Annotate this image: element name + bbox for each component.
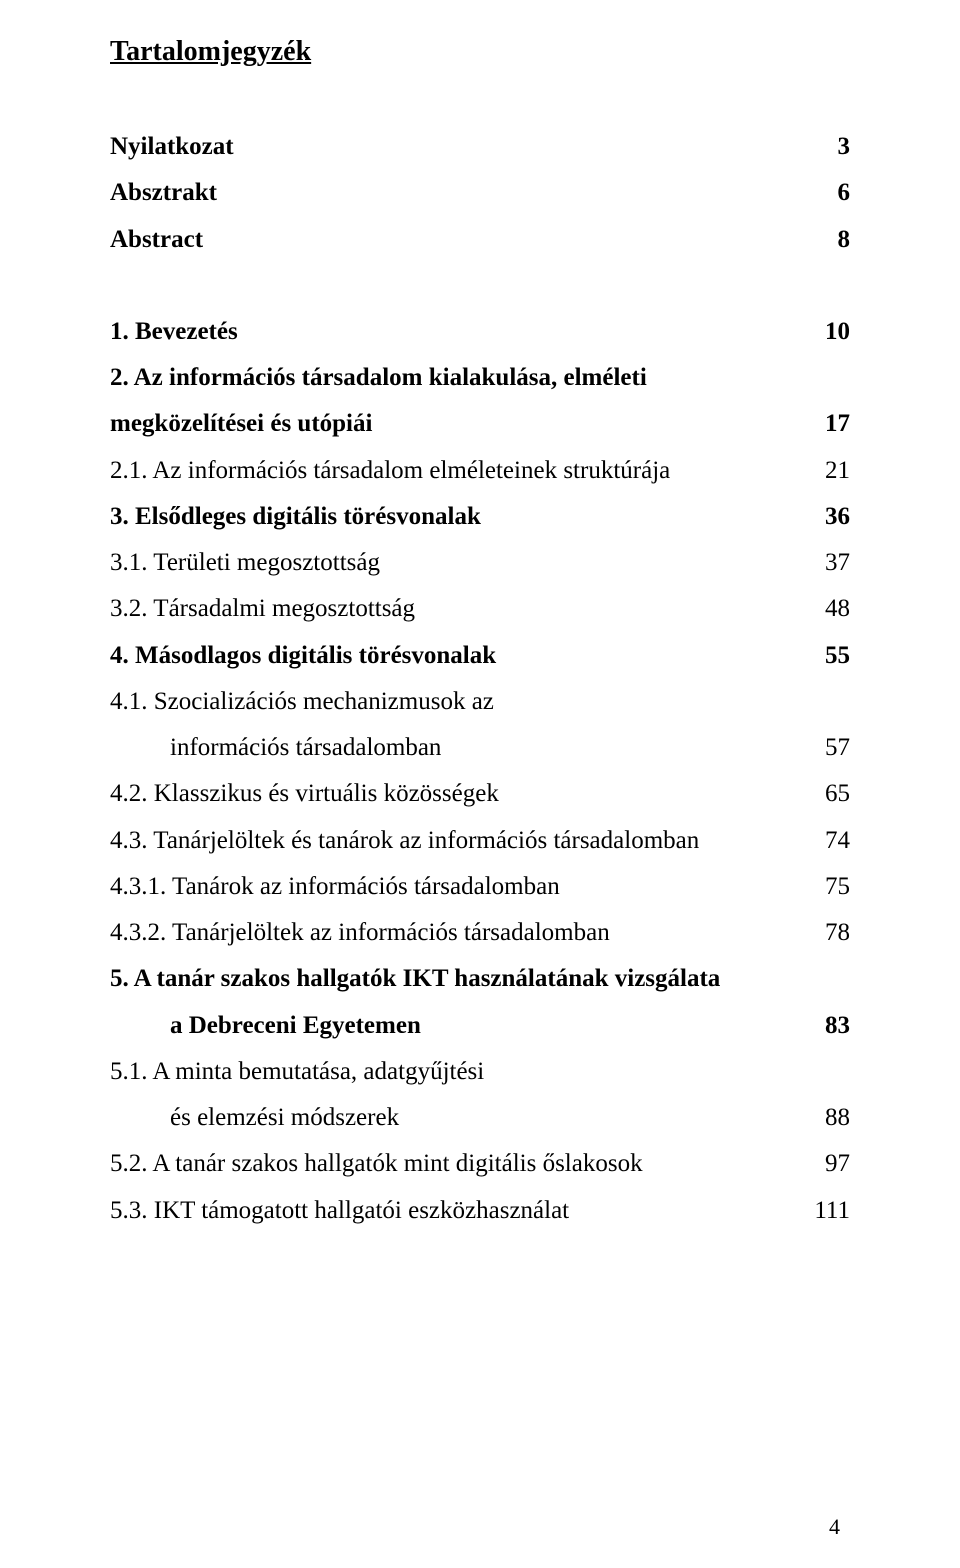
toc-entry-label: 5.2. A tanár szakos hallgatók mint digit…	[110, 1141, 805, 1187]
toc-entry-label: Nyilatkozat	[110, 124, 818, 170]
toc-row: 4.3.1. Tanárok az információs társadalom…	[110, 864, 850, 910]
toc-entry-label: 4.1. Szocializációs mechanizmusok az	[110, 679, 830, 725]
toc-entry-page: 10	[805, 309, 850, 355]
toc-row: és elemzési módszerek88	[110, 1095, 850, 1141]
toc-entry-label: megközelítései és utópiái	[110, 401, 805, 447]
toc-entry-page: 48	[805, 586, 850, 632]
toc-entry-page: 111	[794, 1188, 850, 1234]
toc-row: a Debreceni Egyetemen83	[110, 1003, 850, 1049]
toc-entry-label: 4. Másodlagos digitális törésvonalak	[110, 633, 805, 679]
toc-entry-page: 37	[805, 540, 850, 586]
toc-row: 4.1. Szocializációs mechanizmusok az	[110, 679, 850, 725]
toc-row: 1. Bevezetés10	[110, 309, 850, 355]
toc-entry-page: 78	[805, 910, 850, 956]
toc-list: Nyilatkozat3Absztrakt6Abstract8 1. Beveze…	[110, 124, 850, 1234]
toc-entry-label: a Debreceni Egyetemen	[110, 1003, 805, 1049]
toc-entry-page: 57	[805, 725, 850, 771]
toc-entry-label: 1. Bevezetés	[110, 309, 805, 355]
toc-entry-label: 4.2. Klasszikus és virtuális közösségek	[110, 771, 805, 817]
toc-entry-label: 5.3. IKT támogatott hallgatói eszközhasz…	[110, 1188, 794, 1234]
toc-row: 4.3. Tanárjelöltek és tanárok az informá…	[110, 818, 850, 864]
toc-entry-page: 36	[805, 494, 850, 540]
toc-row: Nyilatkozat3	[110, 124, 850, 170]
toc-row: 4. Másodlagos digitális törésvonalak55	[110, 633, 850, 679]
toc-entry-label: 2.1. Az információs társadalom elméletei…	[110, 448, 805, 494]
toc-entry-page: 97	[805, 1141, 850, 1187]
toc-entry-label: 4.3.1. Tanárok az információs társadalom…	[110, 864, 805, 910]
toc-row: 4.2. Klasszikus és virtuális közösségek6…	[110, 771, 850, 817]
toc-row: információs társadalomban57	[110, 725, 850, 771]
toc-entry-label: Absztrakt	[110, 170, 818, 216]
toc-entry-label: 2. Az információs társadalom kialakulása…	[110, 355, 830, 401]
toc-row: Abstract8	[110, 217, 850, 263]
toc-entry-label: 3.1. Területi megosztottság	[110, 540, 805, 586]
toc-row: megközelítései és utópiái17	[110, 401, 850, 447]
toc-entry-page: 8	[818, 217, 851, 263]
toc-entry-label: 5.1. A minta bemutatása, adatgyűjtési	[110, 1049, 830, 1095]
toc-row: 5.3. IKT támogatott hallgatói eszközhasz…	[110, 1188, 850, 1234]
toc-row: 5.2. A tanár szakos hallgatók mint digit…	[110, 1141, 850, 1187]
toc-row: 5.1. A minta bemutatása, adatgyűjtési	[110, 1049, 850, 1095]
toc-entry-label: 3.2. Társadalmi megosztottság	[110, 586, 805, 632]
toc-entry-label: 4.3.2. Tanárjelöltek az információs társ…	[110, 910, 805, 956]
toc-entry-page: 55	[805, 633, 850, 679]
toc-entry-page: 65	[805, 771, 850, 817]
toc-row: 3.1. Területi megosztottság37	[110, 540, 850, 586]
toc-entry-page: 74	[805, 818, 850, 864]
toc-entry-page: 75	[805, 864, 850, 910]
toc-entry-page: 3	[818, 124, 851, 170]
toc-entry-label: 3. Elsődleges digitális törésvonalak	[110, 494, 805, 540]
toc-entry-page: 21	[805, 448, 850, 494]
toc-entry-label: információs társadalomban	[110, 725, 805, 771]
toc-entry-label: 5. A tanár szakos hallgatók IKT használa…	[110, 956, 830, 1002]
toc-row: 2. Az információs társadalom kialakulása…	[110, 355, 850, 401]
toc-row: 2.1. Az információs társadalom elméletei…	[110, 448, 850, 494]
toc-entry-label: Abstract	[110, 217, 818, 263]
toc-entry-page: 6	[818, 170, 851, 216]
toc-row: 3.2. Társadalmi megosztottság48	[110, 586, 850, 632]
toc-entry-label: 4.3. Tanárjelöltek és tanárok az informá…	[110, 818, 805, 864]
toc-entry-page: 83	[805, 1003, 850, 1049]
document-page: Tartalomjegyzék Nyilatkozat3Absztrakt6Ab…	[0, 0, 960, 1568]
toc-row: Absztrakt6	[110, 170, 850, 216]
toc-title: Tartalomjegyzék	[110, 36, 850, 68]
toc-row: 5. A tanár szakos hallgatók IKT használa…	[110, 956, 850, 1002]
toc-entry-page: 88	[805, 1095, 850, 1141]
toc-row: 4.3.2. Tanárjelöltek az információs társ…	[110, 910, 850, 956]
toc-entry-label: és elemzési módszerek	[110, 1095, 805, 1141]
toc-entry-page: 17	[805, 401, 850, 447]
page-number: 4	[829, 1514, 840, 1540]
toc-row: 3. Elsődleges digitális törésvonalak36	[110, 494, 850, 540]
